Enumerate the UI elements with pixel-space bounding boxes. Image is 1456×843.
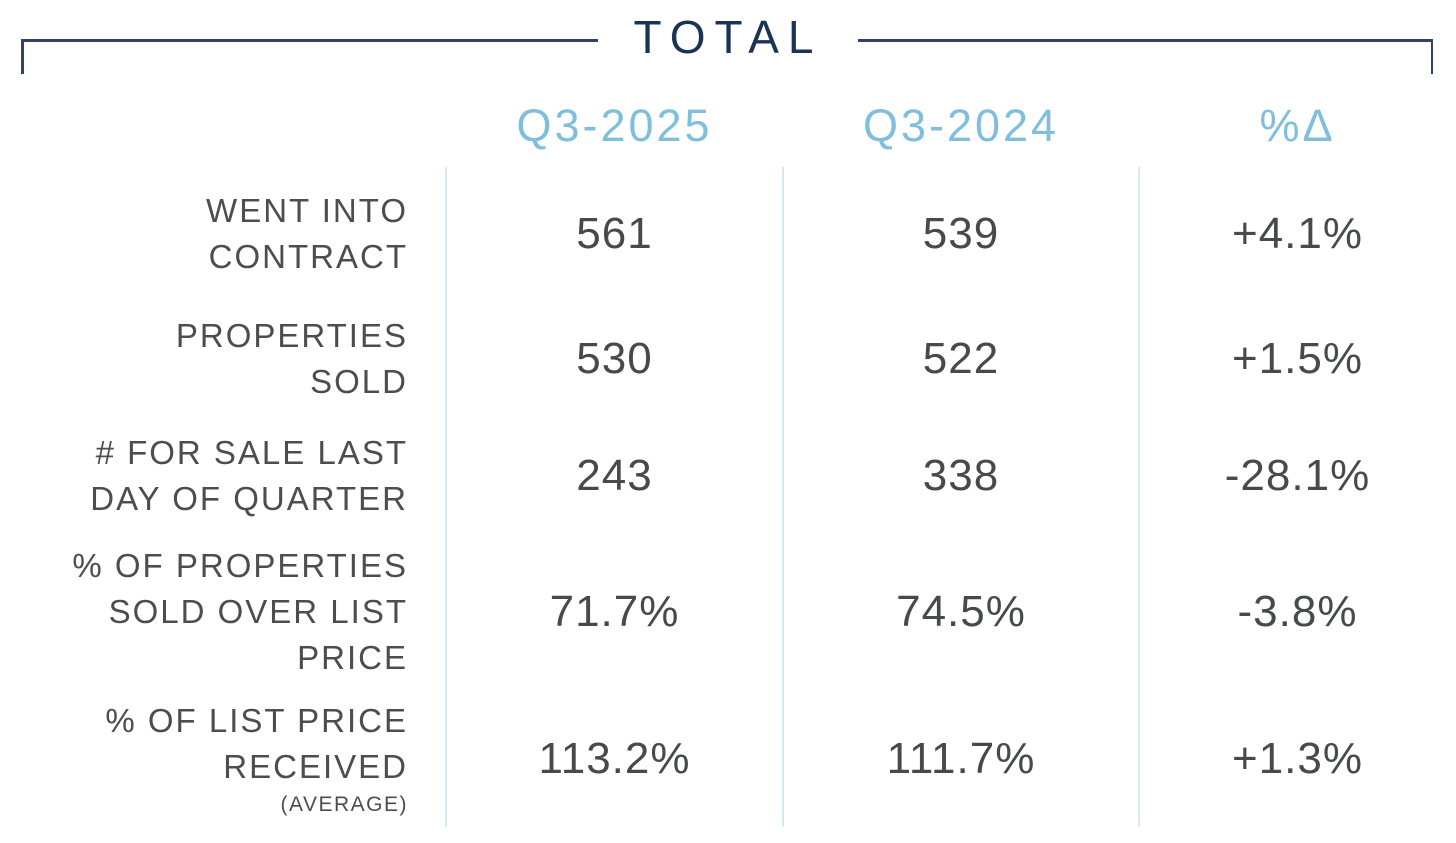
row-label: % OF PROPERTIES SOLD OVER LIST PRICE <box>0 533 446 691</box>
row-label-line: PROPERTIES <box>175 317 408 354</box>
row-label-line: RECEIVED <box>223 748 408 785</box>
table-row: % OF LIST PRICE RECEIVED (AVERAGE) 113.2% … <box>0 691 1456 827</box>
row-label-line: CONTRACT <box>208 237 408 275</box>
card-header: TOTAL <box>0 0 1456 85</box>
row-label-note: (AVERAGE) <box>280 793 408 816</box>
card-title: TOTAL <box>633 11 823 63</box>
row-label-line: DAY OF QUARTER <box>90 479 408 517</box>
value-q3-2025: 113.2% <box>538 734 691 783</box>
row-label-line: SOLD OVER LIST <box>108 593 408 630</box>
table-row: # FOR SALE LAST DAY OF QUARTER 243 338 -2… <box>0 418 1456 533</box>
table-row: WENT INTO CONTRACT 561 539 +4.1% <box>0 167 1456 300</box>
value-q3-2025: 530 <box>576 334 653 383</box>
bracket-line-right <box>858 39 1433 42</box>
value-pct-delta: +1.5% <box>1232 334 1363 383</box>
row-label: PROPERTIES SOLD <box>0 300 446 418</box>
value-q3-2024: 111.7% <box>886 734 1036 783</box>
value-q3-2024: 539 <box>922 208 1000 258</box>
row-label-line: SOLD <box>310 363 408 400</box>
value-pct-delta: +4.1% <box>1232 208 1363 258</box>
row-label: # FOR SALE LAST DAY OF QUARTER <box>0 418 446 533</box>
table-row: % OF PROPERTIES SOLD OVER LIST PRICE 71.7%… <box>0 533 1456 691</box>
row-label-line: PRICE <box>297 639 408 676</box>
column-separator-3 <box>1138 167 1140 827</box>
column-header-row: Q3-2025 Q3-2024 %Δ <box>0 85 1456 167</box>
column-header-q3-2025: Q3-2025 <box>516 100 713 151</box>
column-header-q3-2024: Q3-2024 <box>862 100 1060 151</box>
value-q3-2024: 522 <box>922 334 1000 383</box>
row-label: % OF LIST PRICE RECEIVED (AVERAGE) <box>0 691 446 827</box>
column-separator-1 <box>445 167 447 827</box>
value-q3-2025: 243 <box>576 450 653 500</box>
table-row: PROPERTIES SOLD 530 522 +1.5% <box>0 300 1456 418</box>
row-label-line: WENT INTO <box>206 191 408 229</box>
value-q3-2025: 561 <box>576 208 653 258</box>
table-body: WENT INTO CONTRACT 561 539 +4.1% PROPERTI… <box>0 167 1456 827</box>
value-pct-delta: -3.8% <box>1237 587 1358 636</box>
column-separator-2 <box>782 167 784 827</box>
bracket-corner-right <box>1430 39 1433 74</box>
value-pct-delta: -28.1% <box>1224 450 1371 500</box>
row-label-line: % OF LIST PRICE <box>105 702 408 739</box>
row-label-line: % OF PROPERTIES <box>72 547 408 584</box>
value-q3-2024: 338 <box>922 450 1000 500</box>
row-label: WENT INTO CONTRACT <box>0 167 446 300</box>
bracket-corner-left <box>21 39 24 74</box>
value-q3-2024: 74.5% <box>896 587 1026 636</box>
column-header-pct-delta: %Δ <box>1259 100 1336 151</box>
row-label-line: # FOR SALE LAST <box>95 433 408 471</box>
value-q3-2025: 71.7% <box>549 587 680 636</box>
value-pct-delta: +1.3% <box>1232 734 1363 783</box>
bracket-line-left <box>21 39 598 42</box>
